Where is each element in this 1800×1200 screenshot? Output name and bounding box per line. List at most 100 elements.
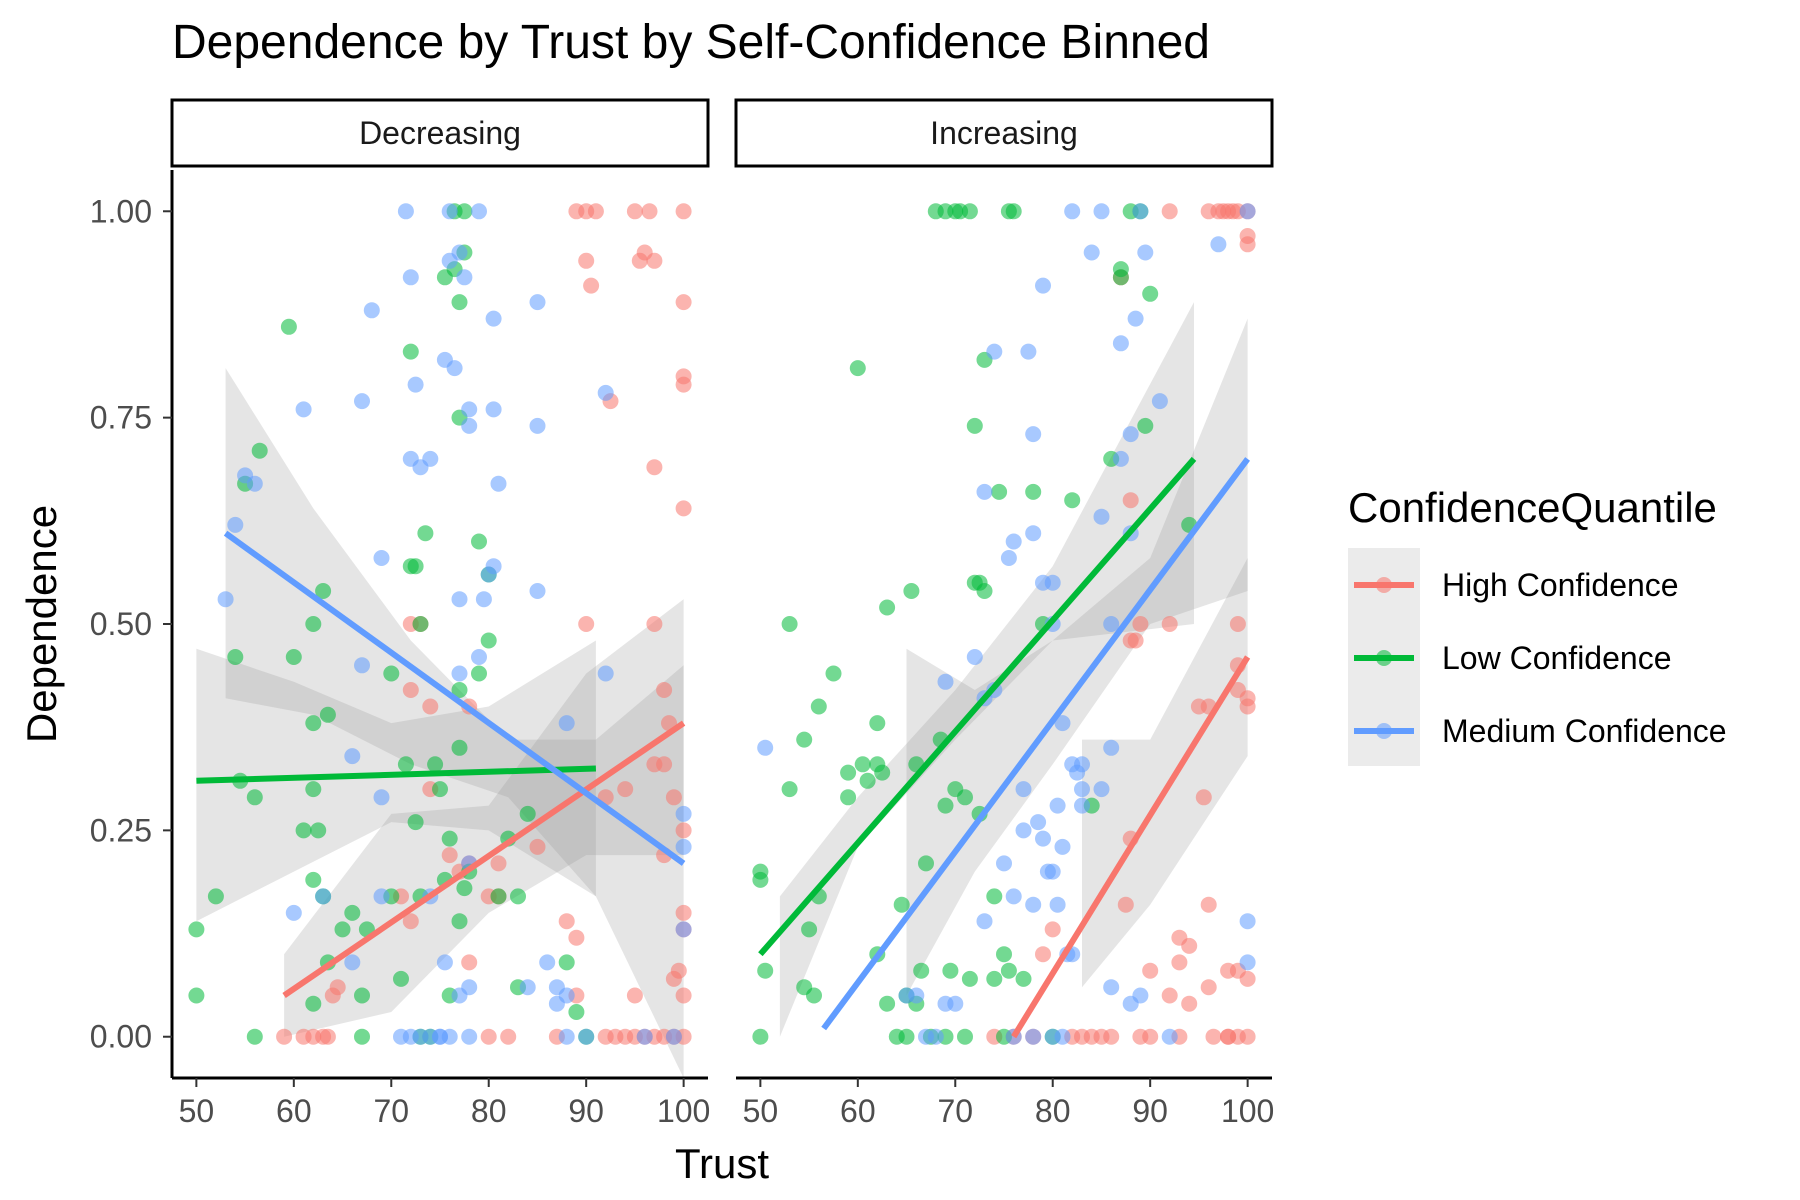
data-point-medium-confidence-decreasing [636,1028,653,1045]
data-point-medium-confidence-decreasing [217,591,234,608]
data-point-low-confidence-decreasing [432,781,448,798]
data-point-high-confidence-decreasing [675,294,692,311]
data-point-high-confidence-increasing [1161,987,1178,1004]
data-point-low-confidence-decreasing [451,682,468,698]
data-point-medium-confidence-increasing [1054,715,1071,732]
facet-panel-decreasing: Decreasing 50 60 70 80 90 100 [170,98,710,1129]
data-point-low-confidence-increasing [991,483,1008,500]
data-point-low-confidence-increasing [752,1028,769,1045]
data-point-low-confidence-increasing [957,789,973,806]
data-point-high-confidence-increasing [1044,921,1061,938]
data-point-medium-confidence-decreasing [558,715,575,732]
data-point-low-confidence-decreasing [451,294,468,311]
confidence-band-low-confidence-decreasing [196,640,596,922]
x-tick-label: 80 [1035,1093,1071,1129]
data-point-high-confidence-increasing [1035,946,1051,963]
data-point-low-confidence-increasing [976,583,993,599]
data-point-low-confidence-decreasing [295,822,312,839]
data-point-medium-confidence-decreasing [354,657,370,674]
data-point-high-confidence-increasing [1171,954,1188,971]
data-point-medium-confidence-decreasing [407,376,424,393]
trend-line-low-confidence-decreasing [196,765,596,784]
data-point-low-confidence-increasing [859,772,876,789]
data-point-low-confidence-decreasing [344,904,361,921]
data-point-medium-confidence-decreasing [373,888,390,905]
data-point-medium-confidence-increasing [1161,1028,1178,1045]
data-point-low-confidence-increasing [957,1028,973,1045]
data-point-high-confidence-increasing [1161,616,1178,632]
data-point-medium-confidence-increasing [1054,1028,1071,1045]
data-point-low-confidence-decreasing [319,706,336,723]
data-point-low-confidence-increasing [874,764,891,781]
data-point-medium-confidence-decreasing [485,401,502,418]
data-point-medium-confidence-decreasing [451,244,468,261]
data-point-low-confidence-decreasing [227,649,244,665]
data-point-low-confidence-increasing [1137,417,1154,434]
data-point-low-confidence-decreasing [558,954,575,971]
data-point-high-confidence-increasing [1181,937,1198,954]
data-point-medium-confidence-decreasing [675,838,692,855]
data-point-medium-confidence-decreasing [471,649,487,665]
data-point-low-confidence-increasing [796,731,813,748]
data-point-medium-confidence-increasing [1112,335,1129,352]
data-point-medium-confidence-decreasing [558,1028,575,1045]
data-point-high-confidence-decreasing [583,277,600,294]
data-point-high-confidence-increasing [1195,789,1212,806]
data-point-medium-confidence-decreasing [675,921,692,938]
data-point-high-confidence-decreasing [461,954,478,971]
data-point-medium-confidence-decreasing [529,417,546,434]
data-point-medium-confidence-increasing [1103,979,1120,996]
y-axis-ticks: 0.00 0.25 0.50 0.75 1.00 [90,193,172,1055]
data-point-medium-confidence-increasing [1025,525,1042,542]
data-point-high-confidence-decreasing [597,1028,614,1045]
data-point-medium-confidence-increasing [937,673,954,690]
data-point-high-confidence-decreasing [646,616,663,632]
legend-key-point-medium-confidence [1376,723,1392,739]
data-point-medium-confidence-decreasing [597,384,614,401]
data-point-low-confidence-decreasing [397,756,414,773]
data-point-high-confidence-decreasing [578,616,595,632]
data-point-high-confidence-decreasing [480,1028,497,1045]
data-point-low-confidence-increasing [996,946,1012,963]
data-point-medium-confidence-decreasing [373,550,390,566]
data-point-medium-confidence-increasing [1093,781,1110,798]
data-point-low-confidence-decreasing [471,665,487,682]
data-point-medium-confidence-increasing [1127,310,1144,327]
data-point-low-confidence-decreasing [402,343,419,360]
y-tick-label: 0.50 [90,606,152,642]
trend-line-low-confidence-increasing [758,456,1197,957]
data-point-medium-confidence-increasing [1093,508,1110,525]
data-point-low-confidence-decreasing [519,805,536,822]
x-tick-label: 50 [743,1093,779,1129]
data-point-low-confidence-decreasing [441,830,458,847]
y-tick-label: 1.00 [90,193,152,229]
data-point-medium-confidence-increasing [1035,277,1051,294]
data-point-high-confidence-decreasing [441,847,458,864]
data-point-low-confidence-increasing [801,921,818,938]
data-point-medium-confidence-increasing [1210,236,1227,253]
x-tick-label: 60 [840,1093,876,1129]
data-point-medium-confidence-decreasing [422,450,439,467]
data-point-low-confidence-decreasing [568,1004,585,1020]
data-point-low-confidence-decreasing [383,665,400,682]
data-point-medium-confidence-increasing [1083,244,1100,261]
data-point-medium-confidence-decreasing [446,360,463,377]
data-point-medium-confidence-increasing [1044,574,1061,591]
data-point-high-confidence-decreasing [675,822,692,839]
data-point-high-confidence-increasing [1142,962,1159,979]
data-point-low-confidence-increasing [869,715,886,732]
data-point-medium-confidence-increasing [1030,814,1047,831]
data-point-high-confidence-increasing [1239,970,1256,987]
data-point-medium-confidence-increasing [1239,203,1256,220]
data-point-low-confidence-increasing [1064,492,1081,509]
data-point-medium-confidence-increasing [1151,393,1168,410]
data-point-medium-confidence-increasing [976,483,993,500]
data-point-high-confidence-increasing [1181,995,1198,1012]
data-point-low-confidence-decreasing [412,616,429,632]
data-point-low-confidence-increasing [966,417,983,434]
data-point-medium-confidence-decreasing [373,789,390,806]
data-point-medium-confidence-increasing [996,855,1012,872]
data-point-high-confidence-decreasing [587,203,604,220]
data-point-low-confidence-increasing [781,781,798,798]
data-point-medium-confidence-increasing [1049,797,1066,814]
